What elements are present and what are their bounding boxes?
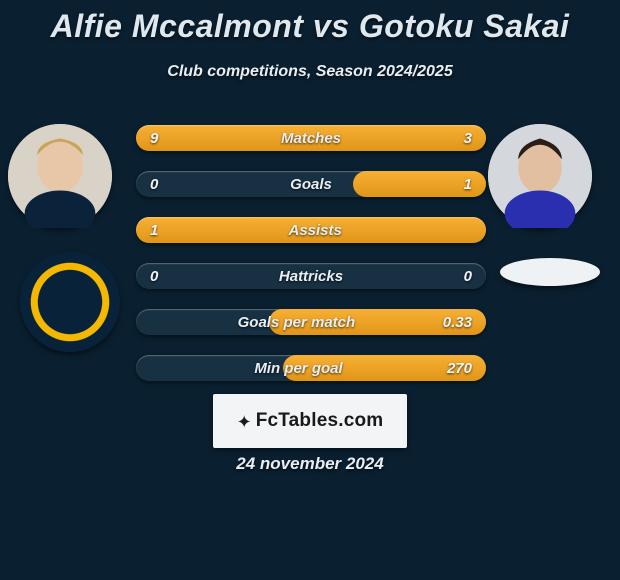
- stat-value-left: 0: [136, 176, 158, 193]
- stat-row: 0Goals1: [136, 171, 486, 197]
- stat-label: Matches: [158, 130, 463, 147]
- player1-avatar: [8, 124, 112, 228]
- stat-value-right: 3: [464, 130, 486, 147]
- stat-value-right: 0: [464, 268, 486, 285]
- stat-row: 9Matches3: [136, 125, 486, 151]
- stat-value-right: 1: [464, 176, 486, 193]
- stat-label: Min per goal: [150, 360, 447, 377]
- stat-value-right: 270: [447, 360, 486, 377]
- page-title: Alfie Mccalmont vs Gotoku Sakai: [0, 0, 620, 45]
- stat-row: Goals per match0.33: [136, 309, 486, 335]
- player2-club-badge: [500, 258, 600, 286]
- brand-icon: ✦: [237, 412, 252, 433]
- player1-club-badge: [20, 252, 120, 352]
- stat-row: 1Assists: [136, 217, 486, 243]
- stat-value-right: 0.33: [443, 314, 486, 331]
- subtitle: Club competitions, Season 2024/2025: [0, 63, 620, 81]
- stat-row: 0Hattricks0: [136, 263, 486, 289]
- brand-text: FcTables.com: [256, 410, 384, 432]
- date-text: 24 november 2024: [0, 454, 620, 474]
- stat-label: Goals: [158, 176, 463, 193]
- stat-row: Min per goal270: [136, 355, 486, 381]
- stats-table: 9Matches30Goals11Assists0Hattricks0Goals…: [136, 125, 486, 401]
- player2-avatar: [488, 124, 592, 228]
- stat-label: Hattricks: [158, 268, 463, 285]
- brand-box: ✦ FcTables.com: [213, 394, 407, 448]
- stat-label: Goals per match: [150, 314, 443, 331]
- stat-value-left: 1: [136, 222, 158, 239]
- stat-value-left: 9: [136, 130, 158, 147]
- stat-value-left: 0: [136, 268, 158, 285]
- stat-label: Assists: [158, 222, 472, 239]
